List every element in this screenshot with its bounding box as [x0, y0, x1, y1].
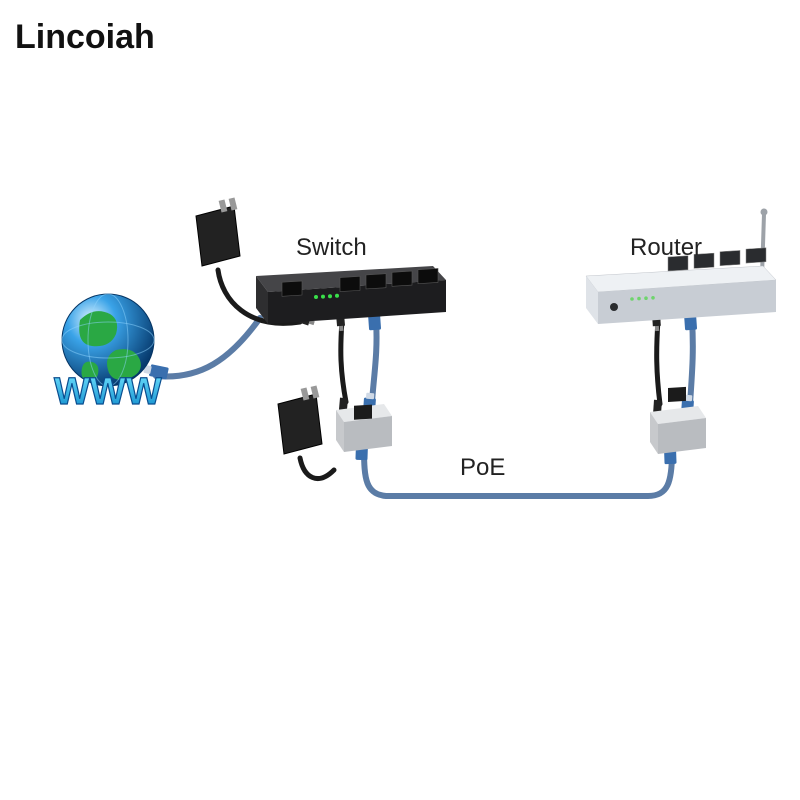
cable-switch-to-injector1-eth: [363, 309, 381, 415]
cable-poe: [355, 439, 676, 496]
brand-label: Lincoiah: [15, 18, 155, 57]
cable-switch-to-injector1-power: [336, 314, 348, 416]
router-label: Router: [630, 234, 702, 262]
router-device-icon: [586, 209, 776, 325]
www-text: WWW: [54, 371, 162, 413]
cable-router-to-injector2-power: [652, 314, 662, 418]
switch-label: Switch: [296, 234, 367, 262]
power-adapter-2-icon: [278, 385, 322, 454]
diagram-svg: WWW: [0, 0, 800, 800]
switch-device-icon: [256, 266, 446, 324]
poe-label: PoE: [460, 454, 505, 482]
power-adapter-1-icon: [196, 197, 240, 266]
cable-adapter2-to-injector1: [300, 458, 334, 479]
svg-text:WWW: WWW: [54, 371, 162, 413]
poe-injector-1-icon: [336, 404, 392, 452]
diagram-canvas: { "brand": { "text": "Lincoiah", "x": 15…: [0, 0, 800, 800]
